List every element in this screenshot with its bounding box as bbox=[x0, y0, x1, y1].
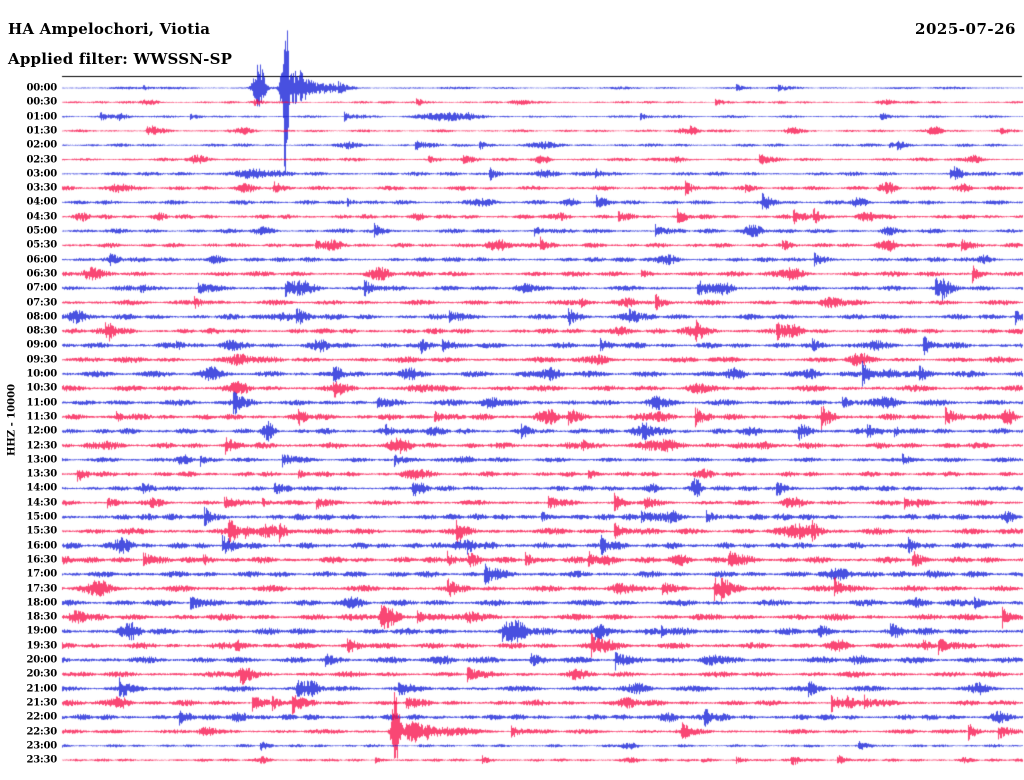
time-label: 06:00 bbox=[26, 254, 57, 266]
time-label: 07:30 bbox=[26, 297, 57, 308]
time-label: 20:00 bbox=[26, 654, 57, 666]
time-label: 13:00 bbox=[26, 454, 57, 466]
time-label: 07:00 bbox=[26, 282, 57, 294]
time-label: 16:30 bbox=[26, 554, 57, 566]
time-label: 05:00 bbox=[26, 225, 57, 237]
time-label: 01:30 bbox=[26, 125, 57, 137]
time-label: 16:00 bbox=[26, 540, 57, 552]
time-label: 06:30 bbox=[26, 268, 57, 280]
time-label: 10:00 bbox=[26, 368, 57, 380]
time-label: 17:30 bbox=[26, 583, 57, 594]
time-label: 08:00 bbox=[26, 311, 57, 323]
time-label: 21:00 bbox=[26, 683, 57, 695]
time-label: 00:00 bbox=[26, 82, 57, 94]
date-label: 2025-07-26 bbox=[915, 20, 1016, 38]
time-label: 18:00 bbox=[26, 597, 57, 609]
time-label: 08:30 bbox=[26, 325, 57, 337]
time-label: 17:00 bbox=[26, 568, 57, 580]
time-label: 14:00 bbox=[26, 482, 57, 494]
time-label: 23:30 bbox=[26, 754, 57, 766]
time-label: 09:00 bbox=[26, 339, 57, 351]
time-label: 05:30 bbox=[26, 239, 57, 251]
time-label: 04:30 bbox=[26, 211, 57, 223]
time-label: 18:30 bbox=[26, 611, 57, 623]
time-label: 22:30 bbox=[26, 726, 57, 737]
time-label: 15:00 bbox=[26, 511, 57, 523]
station-title: HA Ampelochori, Viotia bbox=[8, 20, 211, 38]
time-label: 00:30 bbox=[26, 96, 57, 108]
time-label: 20:30 bbox=[26, 668, 57, 680]
time-label: 09:30 bbox=[26, 354, 57, 366]
time-label: 15:30 bbox=[26, 525, 57, 537]
time-label: 11:00 bbox=[26, 397, 57, 409]
time-label: 23:00 bbox=[26, 740, 57, 752]
time-label: 19:00 bbox=[26, 625, 57, 637]
filter-label: Applied filter: WWSSN-SP bbox=[8, 50, 233, 68]
time-label: 01:00 bbox=[26, 111, 57, 123]
time-label: 03:30 bbox=[26, 182, 57, 194]
time-label: 22:00 bbox=[26, 711, 57, 723]
time-label: 12:00 bbox=[26, 425, 57, 437]
time-label: 04:00 bbox=[26, 196, 57, 208]
time-label: 02:30 bbox=[26, 154, 57, 165]
time-label: 19:30 bbox=[26, 640, 57, 652]
time-label: 14:30 bbox=[26, 497, 57, 509]
time-label: 02:00 bbox=[26, 139, 57, 151]
time-label: 21:30 bbox=[26, 697, 57, 709]
time-label: 13:30 bbox=[26, 468, 57, 480]
time-label: 10:30 bbox=[26, 382, 57, 394]
time-label: 12:30 bbox=[26, 440, 57, 451]
time-label: 03:00 bbox=[26, 168, 57, 180]
time-label: 11:30 bbox=[26, 411, 57, 423]
